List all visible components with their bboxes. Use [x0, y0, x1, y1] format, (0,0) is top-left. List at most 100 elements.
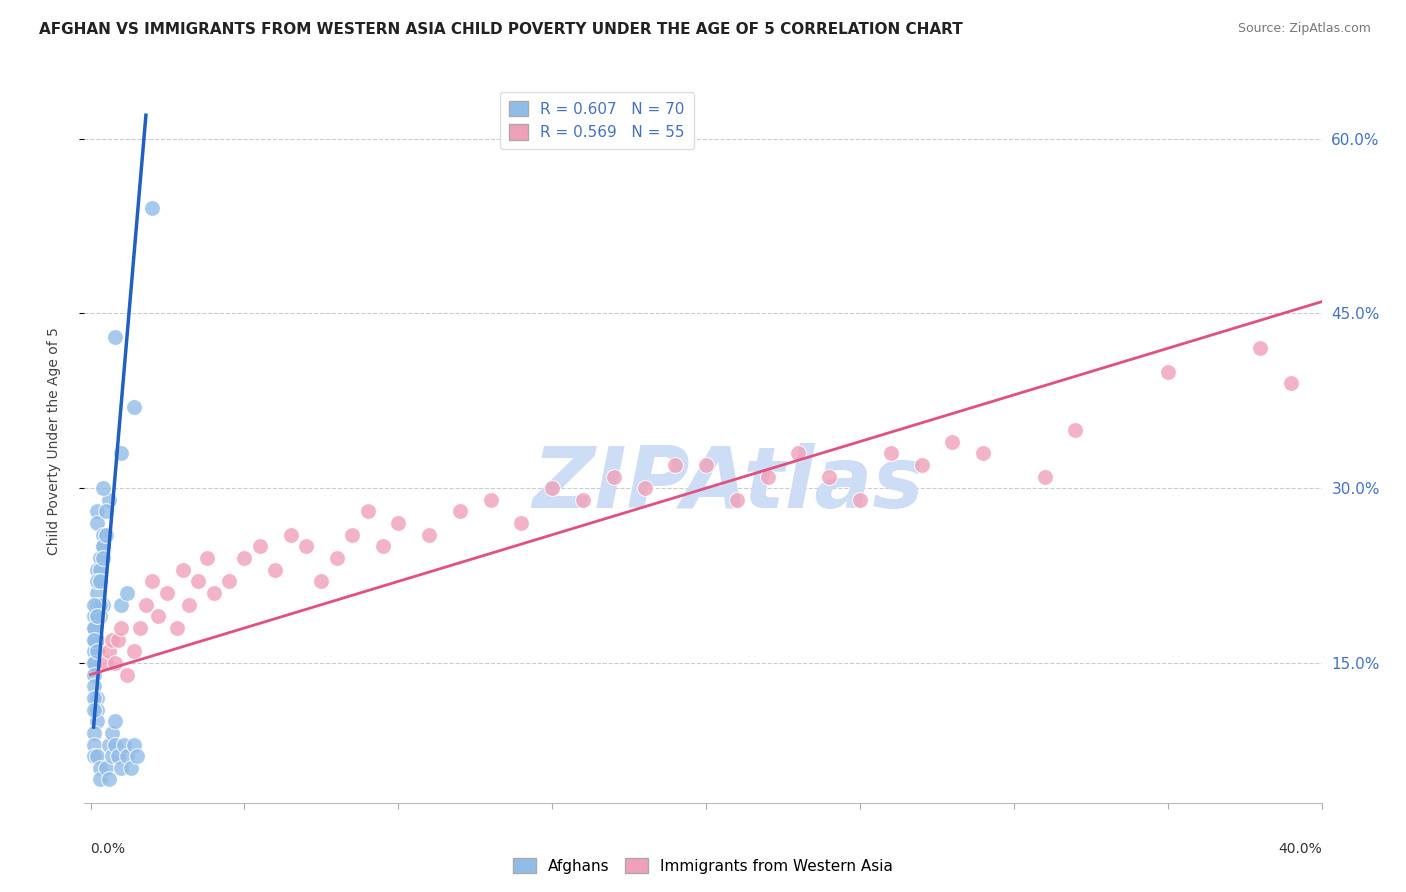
- Point: [125, 749, 148, 764]
- Text: ZIPAtlas: ZIPAtlas: [531, 443, 924, 526]
- Point: [117, 749, 139, 764]
- Point: [110, 621, 132, 635]
- Point: [83, 656, 105, 670]
- Y-axis label: Child Poverty Under the Age of 5: Child Poverty Under the Age of 5: [46, 327, 60, 556]
- Point: [187, 574, 209, 589]
- Point: [135, 598, 157, 612]
- Point: [101, 749, 124, 764]
- Point: [787, 446, 810, 460]
- Point: [249, 540, 271, 554]
- Point: [849, 492, 872, 507]
- Point: [1279, 376, 1302, 391]
- Point: [91, 481, 114, 495]
- Point: [86, 563, 108, 577]
- Point: [541, 481, 564, 495]
- Point: [725, 492, 748, 507]
- Point: [941, 434, 963, 449]
- Point: [83, 621, 105, 635]
- Point: [1249, 341, 1271, 355]
- Text: 40.0%: 40.0%: [1278, 842, 1322, 855]
- Point: [148, 609, 170, 624]
- Point: [756, 469, 779, 483]
- Point: [86, 714, 108, 729]
- Point: [83, 667, 105, 681]
- Point: [86, 632, 108, 647]
- Point: [510, 516, 533, 530]
- Point: [89, 609, 111, 624]
- Point: [122, 738, 145, 752]
- Point: [94, 504, 117, 518]
- Point: [86, 644, 108, 658]
- Point: [371, 540, 394, 554]
- Point: [166, 621, 188, 635]
- Point: [91, 551, 114, 566]
- Point: [83, 644, 105, 658]
- Point: [910, 458, 932, 472]
- Point: [86, 749, 108, 764]
- Point: [98, 492, 121, 507]
- Point: [98, 644, 121, 658]
- Point: [1033, 469, 1056, 483]
- Point: [603, 469, 626, 483]
- Point: [89, 761, 111, 775]
- Point: [91, 528, 114, 542]
- Point: [91, 540, 114, 554]
- Text: 0.0%: 0.0%: [90, 842, 125, 855]
- Point: [86, 586, 108, 600]
- Point: [110, 598, 132, 612]
- Point: [89, 598, 111, 612]
- Point: [86, 609, 108, 624]
- Point: [86, 644, 108, 658]
- Point: [172, 563, 194, 577]
- Point: [83, 749, 105, 764]
- Point: [83, 598, 105, 612]
- Point: [104, 329, 127, 343]
- Point: [818, 469, 841, 483]
- Point: [104, 714, 127, 729]
- Point: [86, 598, 108, 612]
- Point: [664, 458, 686, 472]
- Point: [83, 656, 105, 670]
- Point: [280, 528, 302, 542]
- Point: [880, 446, 903, 460]
- Point: [83, 621, 105, 635]
- Point: [141, 202, 163, 216]
- Point: [101, 726, 124, 740]
- Point: [83, 609, 105, 624]
- Point: [89, 574, 111, 589]
- Point: [1064, 423, 1087, 437]
- Point: [122, 644, 145, 658]
- Point: [972, 446, 994, 460]
- Point: [387, 516, 409, 530]
- Point: [264, 563, 287, 577]
- Point: [83, 738, 105, 752]
- Point: [101, 632, 124, 647]
- Point: [479, 492, 502, 507]
- Point: [107, 749, 129, 764]
- Point: [633, 481, 655, 495]
- Point: [1157, 365, 1180, 379]
- Point: [112, 738, 135, 752]
- Point: [340, 528, 363, 542]
- Point: [104, 656, 127, 670]
- Point: [107, 632, 129, 647]
- Point: [86, 690, 108, 705]
- Point: [120, 761, 142, 775]
- Point: [86, 609, 108, 624]
- Point: [94, 761, 117, 775]
- Point: [356, 504, 378, 518]
- Point: [202, 586, 225, 600]
- Point: [89, 551, 111, 566]
- Text: Source: ZipAtlas.com: Source: ZipAtlas.com: [1237, 22, 1371, 36]
- Point: [83, 632, 105, 647]
- Point: [572, 492, 595, 507]
- Point: [89, 563, 111, 577]
- Point: [89, 574, 111, 589]
- Point: [86, 574, 108, 589]
- Point: [86, 702, 108, 716]
- Point: [86, 516, 108, 530]
- Point: [98, 738, 121, 752]
- Point: [117, 667, 139, 681]
- Point: [418, 528, 440, 542]
- Point: [83, 679, 105, 693]
